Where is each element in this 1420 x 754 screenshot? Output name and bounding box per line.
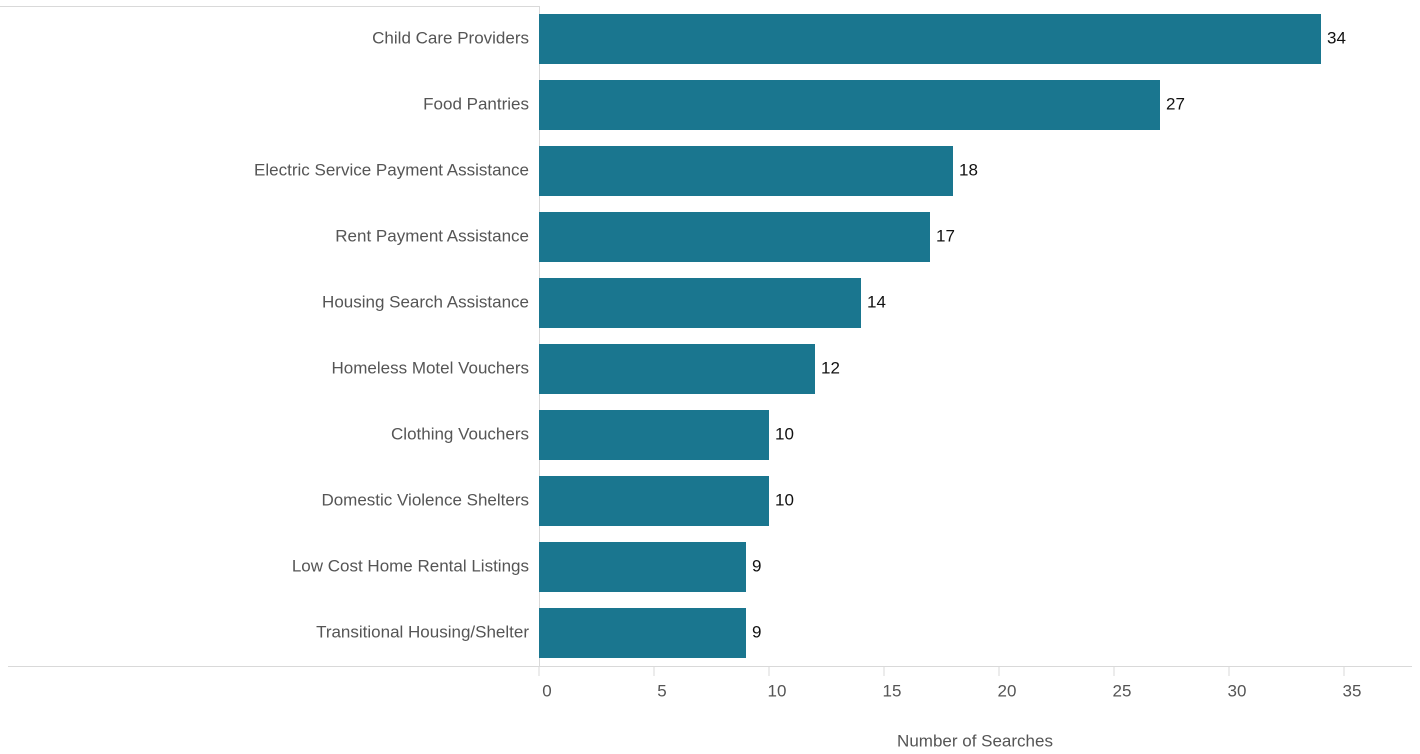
x-tick-label: 35 (1343, 681, 1362, 700)
bar (539, 14, 1321, 64)
x-tick-label: 20 (998, 681, 1017, 700)
y-tick-label: Food Pantries (423, 94, 529, 113)
bar (539, 476, 769, 526)
bar (539, 410, 769, 460)
value-label: 18 (959, 160, 978, 179)
x-tick-label: 25 (1113, 681, 1132, 700)
value-label: 10 (775, 490, 794, 509)
bar (539, 608, 746, 658)
y-tick-label: Electric Service Payment Assistance (254, 160, 529, 179)
y-tick-label: Domestic Violence Shelters (321, 490, 529, 509)
y-tick-label: Housing Search Assistance (322, 292, 529, 311)
x-tick-label: 30 (1228, 681, 1247, 700)
x-tick-label: 10 (768, 681, 787, 700)
value-label: 9 (752, 622, 761, 641)
y-tick-label: Child Care Providers (372, 28, 529, 47)
bar (539, 278, 861, 328)
y-tick-label: Transitional Housing/Shelter (316, 622, 529, 641)
value-label: 14 (867, 292, 886, 311)
value-label: 9 (752, 556, 761, 575)
y-tick-label: Low Cost Home Rental Listings (292, 556, 529, 575)
value-label: 34 (1327, 28, 1346, 47)
bar (539, 542, 746, 592)
y-tick-label: Rent Payment Assistance (335, 226, 529, 245)
value-label: 10 (775, 424, 794, 443)
bar (539, 212, 930, 262)
x-tick-label: 15 (883, 681, 902, 700)
value-label: 27 (1166, 94, 1185, 113)
value-label: 17 (936, 226, 955, 245)
bar (539, 80, 1160, 130)
x-tick-label: 5 (657, 681, 666, 700)
x-axis-title: Number of Searches (897, 731, 1053, 750)
y-tick-label: Homeless Motel Vouchers (332, 358, 529, 377)
bar (539, 146, 953, 196)
value-label: 12 (821, 358, 840, 377)
bar (539, 344, 815, 394)
y-tick-label: Clothing Vouchers (391, 424, 529, 443)
x-tick-label: 0 (542, 681, 551, 700)
